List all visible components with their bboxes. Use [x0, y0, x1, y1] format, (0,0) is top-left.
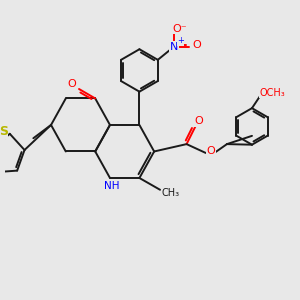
Text: O⁻: O⁻ [172, 24, 187, 34]
Text: O: O [67, 79, 76, 89]
Text: NH: NH [104, 181, 119, 191]
Text: OCH₃: OCH₃ [260, 88, 286, 98]
Text: S: S [0, 125, 8, 138]
Text: CH₃: CH₃ [161, 188, 179, 198]
Text: N: N [170, 42, 178, 52]
Text: O: O [207, 146, 215, 156]
Text: O: O [192, 40, 201, 50]
Text: O: O [195, 116, 203, 126]
Text: +: + [177, 36, 184, 45]
